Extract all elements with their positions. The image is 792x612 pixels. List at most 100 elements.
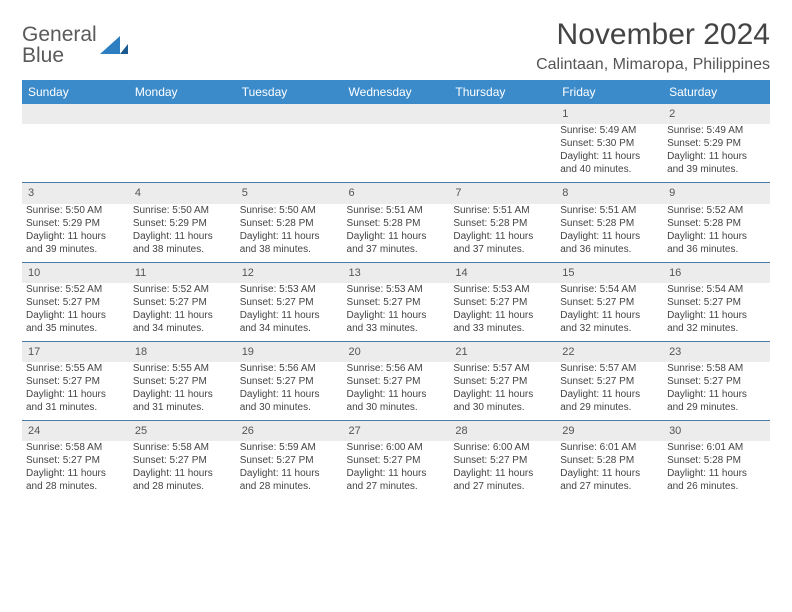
daylight-line: Daylight: 11 hours and 36 minutes. — [560, 230, 659, 256]
day-content-cell: Sunrise: 5:49 AMSunset: 5:30 PMDaylight:… — [556, 124, 663, 183]
day-content-cell: Sunrise: 5:58 AMSunset: 5:27 PMDaylight:… — [129, 441, 236, 499]
daylight-line: Daylight: 11 hours and 39 minutes. — [667, 150, 766, 176]
cell-content: Sunrise: 5:51 AMSunset: 5:28 PMDaylight:… — [560, 204, 659, 256]
sunset-line: Sunset: 5:28 PM — [453, 217, 552, 230]
day-number-cell: 11 — [129, 262, 236, 283]
cell-content: Sunrise: 5:49 AMSunset: 5:29 PMDaylight:… — [667, 124, 766, 176]
day-content-cell: Sunrise: 5:54 AMSunset: 5:27 PMDaylight:… — [556, 283, 663, 342]
day-content-cell — [129, 124, 236, 183]
weekday-header: Wednesday — [343, 80, 450, 104]
sunrise-line: Sunrise: 5:58 AM — [667, 362, 766, 375]
sunrise-line: Sunrise: 5:59 AM — [240, 441, 339, 454]
month-title: November 2024 — [536, 18, 770, 52]
logo-line2: Blue — [22, 45, 97, 66]
daylight-line: Daylight: 11 hours and 27 minutes. — [347, 467, 446, 493]
cell-content: Sunrise: 5:58 AMSunset: 5:27 PMDaylight:… — [667, 362, 766, 414]
sunrise-line: Sunrise: 5:51 AM — [453, 204, 552, 217]
sunset-line: Sunset: 5:28 PM — [347, 217, 446, 230]
sunrise-line: Sunrise: 5:49 AM — [667, 124, 766, 137]
sunrise-line: Sunrise: 5:57 AM — [453, 362, 552, 375]
sunset-line: Sunset: 5:27 PM — [347, 375, 446, 388]
day-content-cell: Sunrise: 5:57 AMSunset: 5:27 PMDaylight:… — [449, 362, 556, 421]
day-content-cell: Sunrise: 5:58 AMSunset: 5:27 PMDaylight:… — [22, 441, 129, 499]
sunrise-line: Sunrise: 5:50 AM — [26, 204, 125, 217]
day-number-cell: 13 — [343, 262, 450, 283]
daylight-line: Daylight: 11 hours and 28 minutes. — [26, 467, 125, 493]
sunrise-line: Sunrise: 6:01 AM — [560, 441, 659, 454]
day-number-cell: 15 — [556, 262, 663, 283]
day-content-cell: Sunrise: 5:52 AMSunset: 5:27 PMDaylight:… — [129, 283, 236, 342]
day-number-cell: 3 — [22, 183, 129, 204]
day-content-cell: Sunrise: 5:53 AMSunset: 5:27 PMDaylight:… — [236, 283, 343, 342]
cell-content: Sunrise: 5:50 AMSunset: 5:29 PMDaylight:… — [133, 204, 232, 256]
sunrise-line: Sunrise: 5:54 AM — [560, 283, 659, 296]
daylight-line: Daylight: 11 hours and 26 minutes. — [667, 467, 766, 493]
weekday-header: Tuesday — [236, 80, 343, 104]
cell-content: Sunrise: 5:55 AMSunset: 5:27 PMDaylight:… — [133, 362, 232, 414]
daylight-line: Daylight: 11 hours and 30 minutes. — [347, 388, 446, 414]
day-content-cell: Sunrise: 5:57 AMSunset: 5:27 PMDaylight:… — [556, 362, 663, 421]
day-content-cell: Sunrise: 5:50 AMSunset: 5:28 PMDaylight:… — [236, 204, 343, 263]
logo-line1: General — [22, 24, 97, 45]
daylight-line: Daylight: 11 hours and 28 minutes. — [133, 467, 232, 493]
logo-text-block: General Blue — [22, 24, 97, 66]
day-number-cell: 14 — [449, 262, 556, 283]
cell-content: Sunrise: 5:51 AMSunset: 5:28 PMDaylight:… — [347, 204, 446, 256]
sunrise-line: Sunrise: 5:52 AM — [26, 283, 125, 296]
day-content-cell: Sunrise: 5:50 AMSunset: 5:29 PMDaylight:… — [22, 204, 129, 263]
day-content-cell — [449, 124, 556, 183]
empty-cell — [133, 124, 232, 176]
weekday-header: Monday — [129, 80, 236, 104]
cell-content: Sunrise: 5:53 AMSunset: 5:27 PMDaylight:… — [453, 283, 552, 335]
day-content-cell — [236, 124, 343, 183]
daylight-line: Daylight: 11 hours and 29 minutes. — [560, 388, 659, 414]
sunset-line: Sunset: 5:27 PM — [667, 296, 766, 309]
sunrise-line: Sunrise: 5:49 AM — [560, 124, 659, 137]
sunset-line: Sunset: 5:30 PM — [560, 137, 659, 150]
sunrise-line: Sunrise: 5:52 AM — [133, 283, 232, 296]
sunset-line: Sunset: 5:27 PM — [26, 454, 125, 467]
day-content-cell: Sunrise: 5:51 AMSunset: 5:28 PMDaylight:… — [343, 204, 450, 263]
sunset-line: Sunset: 5:28 PM — [240, 217, 339, 230]
day-number-cell: 29 — [556, 421, 663, 442]
sunset-line: Sunset: 5:27 PM — [240, 454, 339, 467]
day-content-cell: Sunrise: 6:01 AMSunset: 5:28 PMDaylight:… — [556, 441, 663, 499]
cell-content: Sunrise: 5:59 AMSunset: 5:27 PMDaylight:… — [240, 441, 339, 493]
sunrise-line: Sunrise: 5:51 AM — [347, 204, 446, 217]
day-content-cell — [343, 124, 450, 183]
sunrise-line: Sunrise: 5:56 AM — [240, 362, 339, 375]
day-number-cell: 12 — [236, 262, 343, 283]
day-content-row: Sunrise: 5:58 AMSunset: 5:27 PMDaylight:… — [22, 441, 770, 499]
sunset-line: Sunset: 5:27 PM — [240, 296, 339, 309]
day-content-cell: Sunrise: 5:52 AMSunset: 5:27 PMDaylight:… — [22, 283, 129, 342]
sunrise-line: Sunrise: 5:58 AM — [26, 441, 125, 454]
day-number-cell: 23 — [663, 341, 770, 362]
sunset-line: Sunset: 5:27 PM — [133, 296, 232, 309]
cell-content: Sunrise: 5:51 AMSunset: 5:28 PMDaylight:… — [453, 204, 552, 256]
cell-content: Sunrise: 5:49 AMSunset: 5:30 PMDaylight:… — [560, 124, 659, 176]
day-content-cell: Sunrise: 5:50 AMSunset: 5:29 PMDaylight:… — [129, 204, 236, 263]
day-number-cell: 22 — [556, 341, 663, 362]
daylight-line: Daylight: 11 hours and 30 minutes. — [453, 388, 552, 414]
sunrise-line: Sunrise: 6:00 AM — [453, 441, 552, 454]
cell-content: Sunrise: 5:55 AMSunset: 5:27 PMDaylight:… — [26, 362, 125, 414]
sunrise-line: Sunrise: 5:55 AM — [26, 362, 125, 375]
weekday-header: Friday — [556, 80, 663, 104]
cell-content: Sunrise: 5:50 AMSunset: 5:28 PMDaylight:… — [240, 204, 339, 256]
day-number-cell: 28 — [449, 421, 556, 442]
cell-content: Sunrise: 6:01 AMSunset: 5:28 PMDaylight:… — [560, 441, 659, 493]
daylight-line: Daylight: 11 hours and 30 minutes. — [240, 388, 339, 414]
sunset-line: Sunset: 5:27 PM — [667, 375, 766, 388]
day-number-cell — [343, 104, 450, 124]
daylight-line: Daylight: 11 hours and 34 minutes. — [133, 309, 232, 335]
sunset-line: Sunset: 5:29 PM — [667, 137, 766, 150]
day-number-cell: 18 — [129, 341, 236, 362]
title-block: November 2024 Calintaan, Mimaropa, Phili… — [536, 18, 770, 74]
day-content-cell: Sunrise: 5:56 AMSunset: 5:27 PMDaylight:… — [236, 362, 343, 421]
sunrise-line: Sunrise: 5:50 AM — [240, 204, 339, 217]
cell-content: Sunrise: 5:53 AMSunset: 5:27 PMDaylight:… — [240, 283, 339, 335]
cell-content: Sunrise: 5:58 AMSunset: 5:27 PMDaylight:… — [26, 441, 125, 493]
day-content-cell: Sunrise: 5:58 AMSunset: 5:27 PMDaylight:… — [663, 362, 770, 421]
day-number-row: 12 — [22, 104, 770, 124]
cell-content: Sunrise: 6:01 AMSunset: 5:28 PMDaylight:… — [667, 441, 766, 493]
